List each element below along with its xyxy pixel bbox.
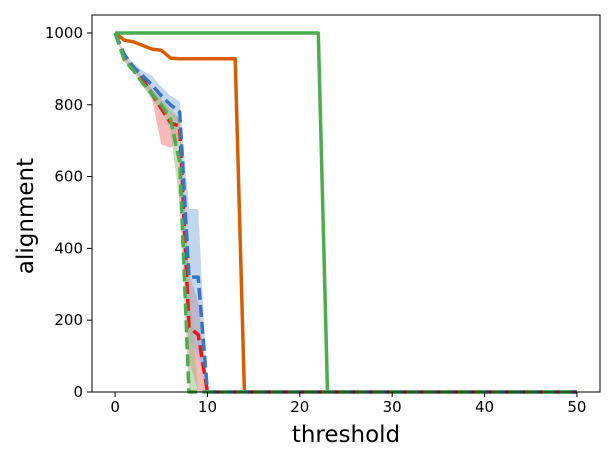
- y-tick-label: 200: [54, 311, 83, 329]
- x-tick-label: 0: [110, 398, 120, 416]
- x-axis-title: threshold: [292, 422, 400, 448]
- y-tick-label: 400: [54, 239, 83, 257]
- x-tick-label: 10: [198, 398, 217, 416]
- series-4-band: [115, 33, 199, 392]
- plot-frame: [91, 14, 601, 393]
- x-tick-label: 50: [567, 398, 586, 416]
- x-axis-ticks: 0 10 20 30 40 50: [110, 392, 586, 416]
- x-tick-label: 30: [383, 398, 402, 416]
- x-tick-label: 40: [475, 398, 494, 416]
- confidence-bands: [115, 33, 208, 392]
- y-tick-label: 600: [54, 168, 83, 186]
- y-tick-label: 0: [73, 383, 83, 401]
- y-tick-label: 800: [54, 96, 83, 114]
- x-tick-label: 20: [290, 398, 309, 416]
- y-axis-title: alignment: [13, 158, 39, 274]
- series-3-line: [113, 32, 577, 394]
- y-tick-label: 1000: [45, 24, 83, 42]
- y-axis-ticks: 0 200 400 600 800 1000: [45, 24, 92, 401]
- series-lines: [113, 31, 577, 394]
